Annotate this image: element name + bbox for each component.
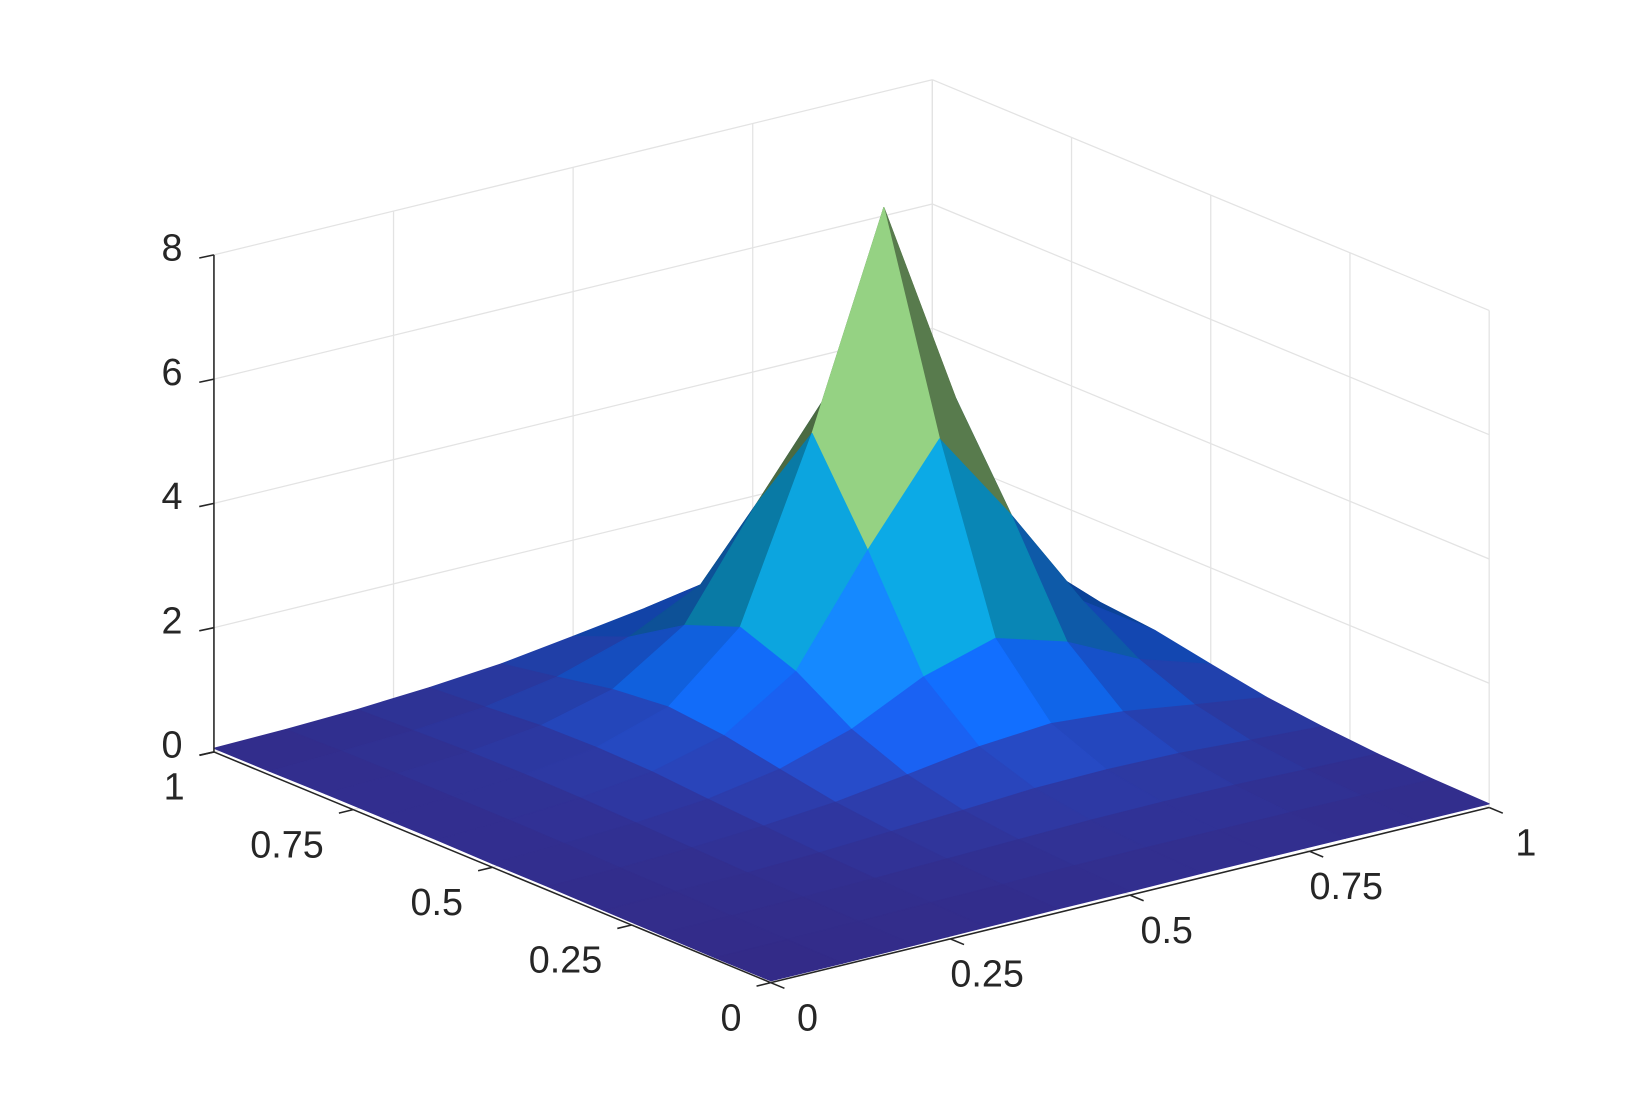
- tick-mark: [338, 808, 354, 814]
- z-tick-label: 0: [161, 724, 182, 766]
- x-tick-label: 0.5: [1140, 909, 1192, 951]
- x-tick-label: 0: [797, 996, 818, 1038]
- z-tick-label: 8: [161, 227, 182, 269]
- x-tick-label: 1: [1515, 821, 1536, 863]
- tick-mark: [199, 626, 215, 632]
- grid-line: [932, 327, 1490, 560]
- tick-mark: [199, 254, 215, 259]
- tick-mark: [950, 938, 965, 946]
- tick-mark: [1129, 894, 1144, 902]
- y-tick-label: 0: [720, 996, 741, 1038]
- tick-mark: [1309, 850, 1324, 858]
- grid-line: [932, 203, 1490, 436]
- tick-mark: [199, 378, 215, 384]
- z-tick-label: 2: [161, 599, 182, 641]
- x-tick-label: 0.75: [1310, 865, 1383, 907]
- tick-mark: [770, 981, 785, 990]
- grid-line: [932, 79, 1490, 312]
- z-tick-label: 6: [161, 351, 182, 393]
- grid-line: [932, 451, 1490, 684]
- grid-line: [213, 79, 933, 256]
- tick-mark: [617, 924, 632, 930]
- tick-mark: [756, 981, 771, 987]
- tick-mark: [477, 866, 493, 872]
- y-tick-label: 0.5: [411, 881, 463, 923]
- grid-line: [213, 203, 933, 380]
- surface-patch: [714, 939, 844, 982]
- y-tick-label: 0.25: [529, 939, 602, 981]
- tick-mark: [199, 502, 215, 508]
- y-tick-label: 0.75: [250, 823, 323, 865]
- z-tick-label: 4: [161, 475, 182, 517]
- grid-line: [213, 327, 933, 505]
- tick-mark: [1488, 806, 1504, 814]
- tick-mark: [199, 751, 215, 757]
- y-tick-label: 1: [164, 766, 185, 808]
- x-tick-label: 0.25: [950, 953, 1023, 995]
